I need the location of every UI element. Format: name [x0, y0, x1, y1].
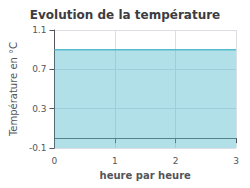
svg-text:0.7: 0.7 [32, 64, 46, 74]
svg-text:1.1: 1.1 [32, 25, 46, 35]
svg-text:-0.1: -0.1 [29, 143, 47, 153]
svg-text:0: 0 [52, 156, 58, 166]
svg-text:heure par heure: heure par heure [100, 170, 191, 181]
svg-text:0.3: 0.3 [32, 104, 46, 114]
svg-text:Evolution de la température: Evolution de la température [30, 8, 221, 22]
svg-text:Température en °C: Température en °C [8, 42, 19, 137]
svg-text:1: 1 [112, 156, 118, 166]
svg-text:3: 3 [233, 156, 239, 166]
svg-text:2: 2 [173, 156, 179, 166]
